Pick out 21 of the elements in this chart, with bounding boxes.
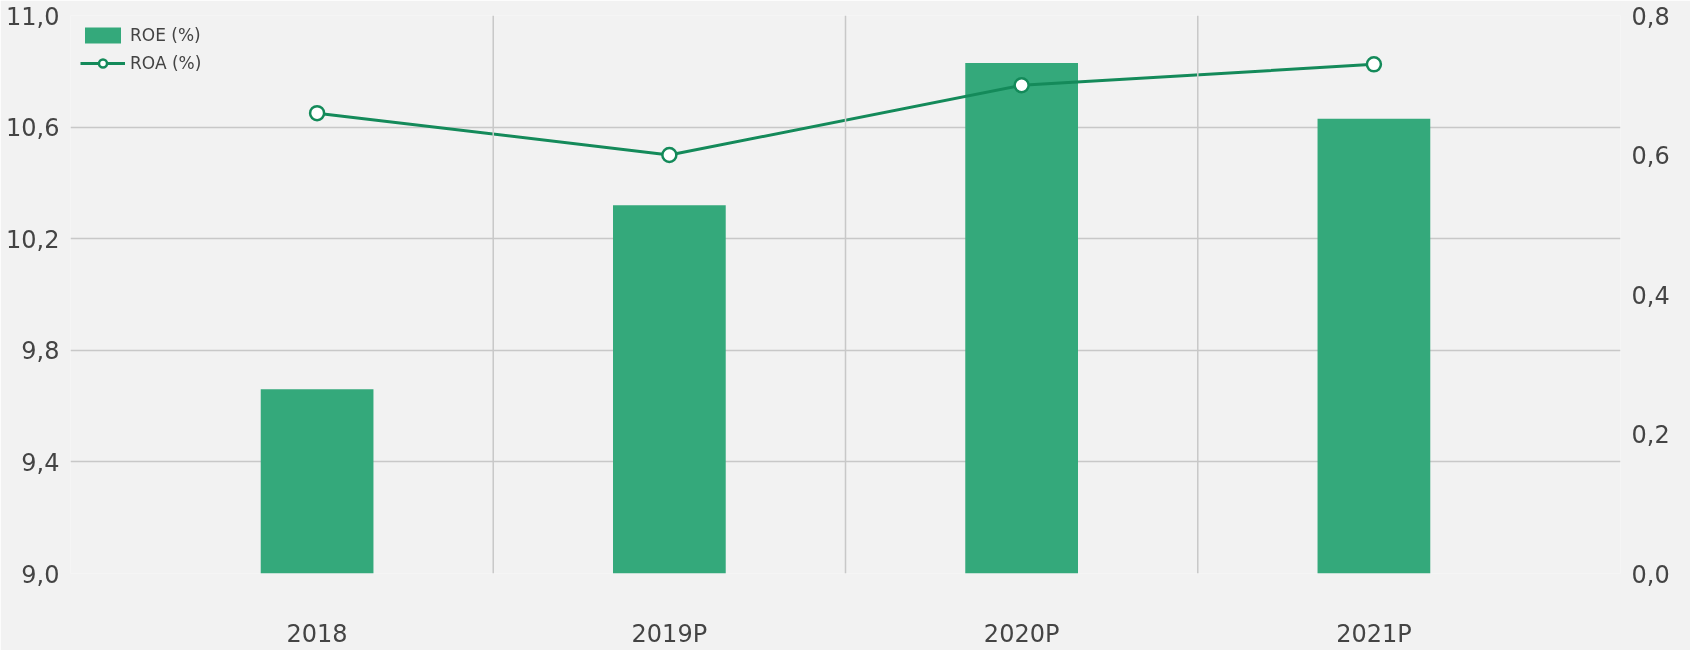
y2-tick-label: 0,4 xyxy=(1631,281,1670,310)
y-tick-label: 9,4 xyxy=(21,448,60,477)
y2-tick-label: 0,8 xyxy=(1631,2,1670,31)
x-tick-label: 2020P xyxy=(983,619,1060,648)
y2-tick-label: 0,6 xyxy=(1631,142,1670,170)
legend-label: ROA (%) xyxy=(130,53,202,73)
y-tick-label: 10,6 xyxy=(6,114,60,143)
x-tick-label: 2021P xyxy=(1336,619,1412,648)
y2-tick-label: 0,2 xyxy=(1631,421,1670,449)
y2-tick-label: 0,0 xyxy=(1631,560,1670,589)
y-tick-label: 9,0 xyxy=(21,560,60,589)
y-tick-label: 10,2 xyxy=(6,225,60,254)
x-tick-label: 2019P xyxy=(631,619,708,648)
point xyxy=(1365,56,1383,73)
y-tick-label: 11,0 xyxy=(6,2,60,31)
point xyxy=(661,146,678,164)
point xyxy=(308,104,326,122)
legend-label: ROE (%) xyxy=(130,25,201,45)
y-tick-label: 9,8 xyxy=(21,337,60,366)
x-tick-label: 2018 xyxy=(286,619,348,648)
point xyxy=(1013,77,1030,94)
